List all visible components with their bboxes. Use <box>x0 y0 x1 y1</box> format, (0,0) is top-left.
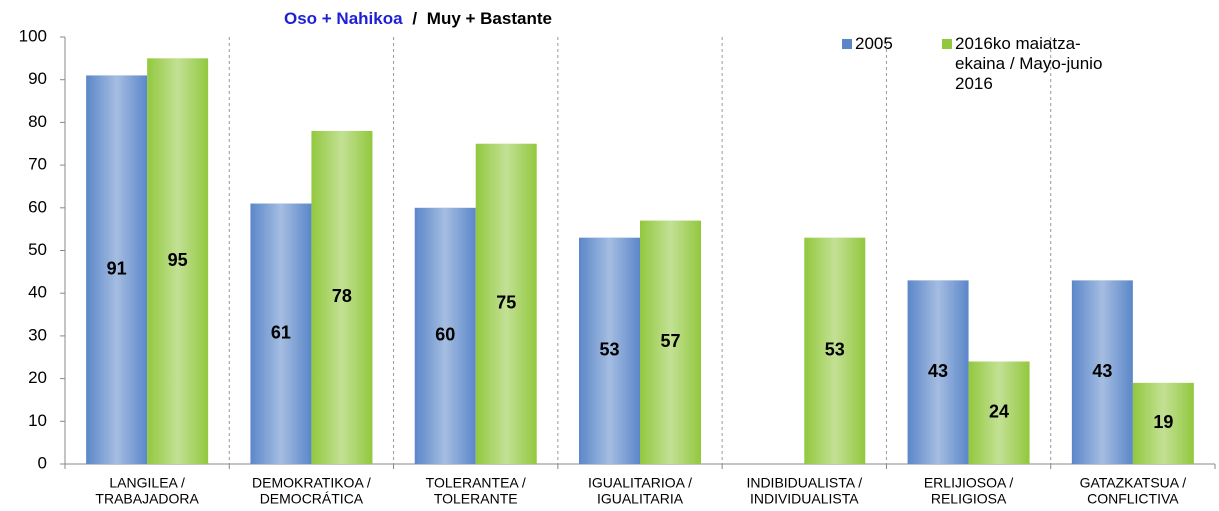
y-tick-label: 60 <box>28 197 47 216</box>
value-label: 24 <box>989 402 1009 422</box>
bar-shine <box>1071 280 1133 464</box>
bar-shine <box>1132 382 1194 464</box>
bar-shine <box>475 143 537 464</box>
title-sep: / <box>412 9 417 28</box>
x-tick-label: RELIGIOSA <box>931 491 1007 507</box>
bar-shine <box>968 361 1030 464</box>
x-tick-label: CONFLICTIVA <box>1087 491 1179 507</box>
y-tick-label: 80 <box>28 112 47 131</box>
legend-swatch <box>842 39 852 49</box>
x-tick-label: DEMOCRÁTICA <box>260 491 364 507</box>
bar-shine <box>147 58 209 464</box>
y-tick-label: 0 <box>38 453 47 472</box>
x-tick-label: ERLIJIOSOA / <box>924 475 1014 491</box>
x-tick-label: DEMOKRATIKOA / <box>252 475 371 491</box>
bar-shine <box>579 237 640 464</box>
y-tick-label: 40 <box>28 283 47 302</box>
bar-shine <box>86 75 148 465</box>
x-tick-label: INDIVIDUALISTA <box>750 491 859 507</box>
title-eu: Oso + Nahikoa <box>284 9 403 28</box>
value-label: 57 <box>660 331 680 351</box>
x-tick-label: TOLERANTE <box>434 491 518 507</box>
bar-shine <box>414 207 476 465</box>
y-tick-label: 10 <box>28 411 47 430</box>
y-tick-label: 100 <box>19 26 47 45</box>
y-tick-label: 30 <box>28 325 47 344</box>
y-tick-label: 70 <box>28 155 47 174</box>
value-label: 53 <box>825 340 845 360</box>
bar-shine <box>804 237 866 464</box>
x-tick-label: TRABAJADORA <box>95 491 199 507</box>
legend-swatch <box>942 39 952 49</box>
value-label: 60 <box>435 325 455 345</box>
x-tick-label: IGUALITARIOA / <box>588 475 692 491</box>
x-tick-label: LANGILEA / <box>109 475 185 491</box>
value-label: 43 <box>1092 361 1112 381</box>
value-label: 78 <box>332 286 352 306</box>
x-tick-label: INDIBIDUALISTA / <box>746 475 862 491</box>
legend-item: 2005 <box>842 34 912 54</box>
y-tick-label: 50 <box>28 240 47 259</box>
x-tick-label: IGUALITARIA <box>597 491 684 507</box>
legend-label: 2016ko maiatza-ekaina / Mayo-junio 2016 <box>955 34 1103 93</box>
x-tick-label: TOLERANTEA / <box>426 475 526 491</box>
x-tick-label: GATAZKATSUA / <box>1080 475 1187 491</box>
value-label: 75 <box>496 293 516 313</box>
legend-label: 2005 <box>855 34 893 53</box>
value-label: 19 <box>1153 412 1173 432</box>
value-label: 53 <box>599 340 619 360</box>
bar-shine <box>250 203 312 464</box>
title-es: Muy + Bastante <box>427 9 552 28</box>
y-tick-label: 90 <box>28 69 47 88</box>
value-label: 95 <box>168 250 188 270</box>
y-tick-label: 20 <box>28 368 47 387</box>
legend-item: 2016ko maiatza-ekaina / Mayo-junio 2016 <box>942 34 1122 94</box>
chart-title: Oso + Nahikoa / Muy + Bastante <box>284 9 552 28</box>
bar-shine <box>907 280 969 464</box>
value-label: 61 <box>271 323 291 343</box>
bar-shine <box>311 130 373 464</box>
value-label: 91 <box>107 258 127 278</box>
value-label: 43 <box>928 361 948 381</box>
bar-shine <box>640 220 701 464</box>
